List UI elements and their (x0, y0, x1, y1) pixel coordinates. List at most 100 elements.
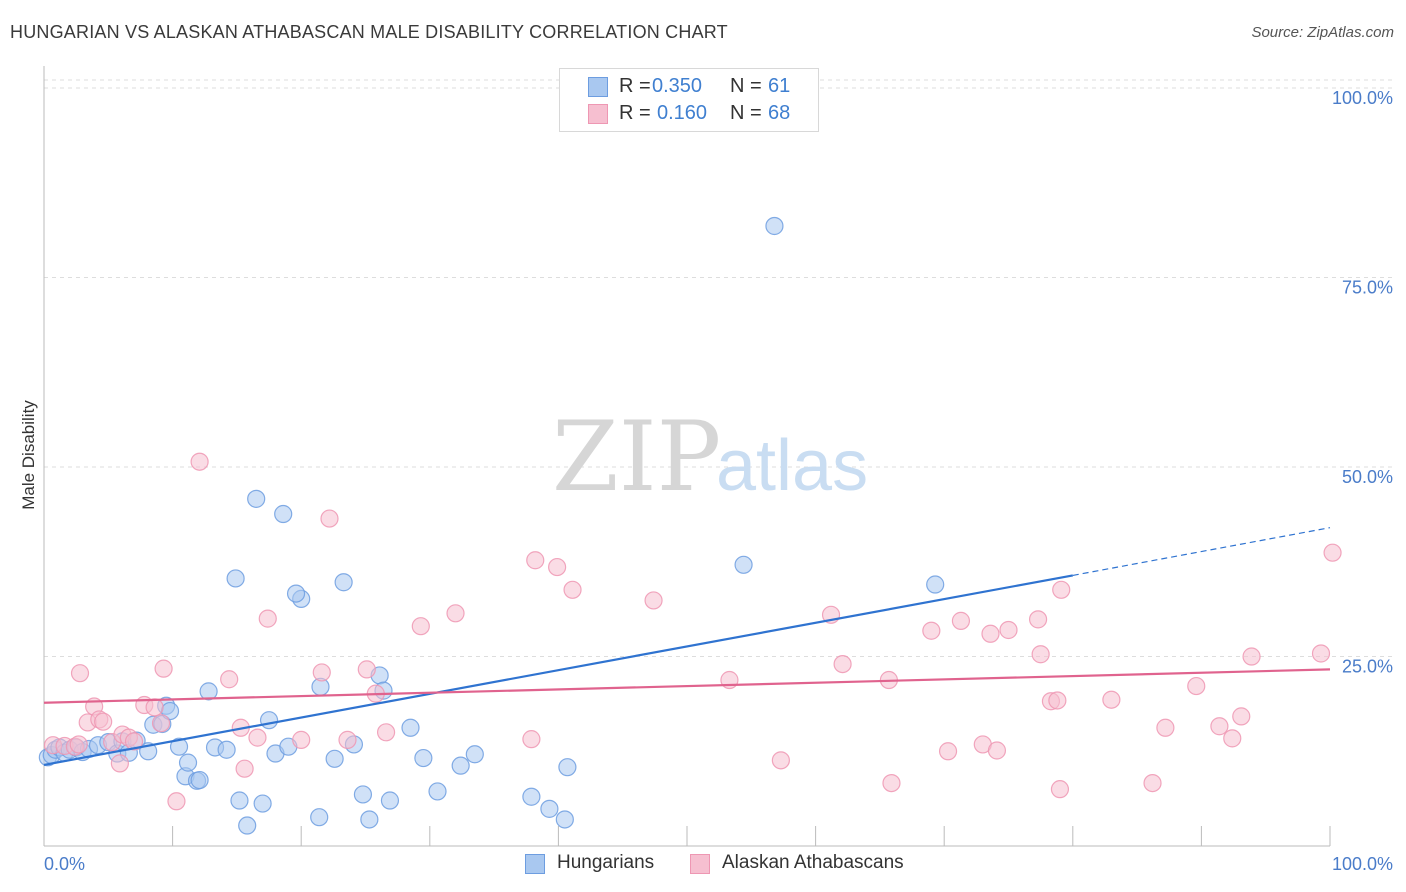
hungarian-point (540, 799, 559, 818)
watermark-atlas: atlas (716, 426, 868, 506)
alaskan-point (771, 751, 790, 770)
hungarian-point (226, 569, 245, 588)
alaskan-point (548, 557, 567, 577)
hungarian-point (199, 682, 218, 701)
alaskan-point (882, 773, 901, 793)
alaskan-point (833, 654, 852, 674)
alaskan-point (1048, 691, 1067, 710)
y-axis-label: Male Disability (19, 400, 38, 510)
alaskan-point (644, 591, 663, 610)
hungarian-point (286, 584, 306, 603)
legend-r-value: 0.160 (657, 102, 708, 124)
alaskan-point (563, 580, 582, 599)
hungarian-point (217, 740, 236, 759)
alaskan-point (248, 728, 267, 747)
alaskan-point (154, 659, 173, 678)
alaskan-point (526, 551, 545, 570)
trend-lines (43, 527, 1331, 766)
legend-r-label: R = (619, 75, 651, 97)
alaskan-point (167, 792, 186, 811)
alaskan-point (1311, 644, 1331, 663)
hungarian-point (190, 770, 209, 790)
alaskan-point (1052, 580, 1071, 599)
hungarian-point (451, 756, 470, 775)
alaskan-point (411, 617, 430, 636)
y-tick-label: 25.0% (1342, 657, 1393, 677)
alaskan-point (94, 712, 113, 731)
hungarian-point (310, 808, 329, 827)
alaskan-point (338, 730, 357, 749)
hungarian-point (238, 816, 257, 835)
legend-swatch-hungarians (588, 77, 608, 97)
alaskan-point (1031, 645, 1050, 664)
legend-n-label: N = (730, 102, 762, 124)
alaskan-point (1210, 717, 1229, 736)
source-label: Source: ZipAtlas.com (1251, 24, 1394, 41)
alaskan-point (1143, 773, 1162, 793)
data-points (38, 216, 1342, 835)
hungarian-point (558, 758, 577, 777)
hungarian-point (178, 753, 198, 772)
alaskan-point (320, 509, 339, 528)
alaskan-point (1156, 718, 1175, 737)
tick-labels: 25.0% 50.0% 75.0% 100.0% 0.0% 100.0% (44, 88, 1393, 874)
alaskan-point (220, 670, 239, 689)
alaskan-point (1050, 780, 1070, 799)
watermark-zip: ZIP (552, 401, 721, 513)
alaskan-point (1323, 543, 1342, 562)
hungarian-point (253, 794, 272, 813)
hungarian-point (734, 555, 753, 574)
legend-n-value: 68 (768, 102, 791, 124)
hungarian-point (522, 787, 541, 806)
alaskan-trend-line (43, 668, 1331, 704)
alaskan-point (312, 663, 331, 682)
hungarian-point (169, 737, 189, 756)
alaskan-point (190, 452, 209, 471)
hungarian-point (259, 711, 279, 730)
alaskan-point (151, 714, 171, 733)
hungarian-point (926, 575, 945, 594)
alaskan-point (1102, 690, 1121, 709)
alaskan-point (999, 620, 1018, 640)
hungarian-point (247, 489, 266, 508)
hungarian-point (274, 504, 293, 524)
hungarian-point (465, 745, 484, 764)
alaskan-point (357, 660, 376, 679)
alaskan-point (145, 698, 164, 717)
alaskan-point (1223, 729, 1242, 748)
alaskan-point (110, 754, 129, 773)
hungarian-point (555, 810, 574, 829)
correlation-legend: R = 0.350 N = 61 R = 0.160 N = 68 (559, 68, 819, 132)
legend-swatch-alaskan (588, 104, 608, 124)
hungarian-point (380, 791, 400, 810)
hungarian-trend-line (43, 574, 1073, 766)
alaskan-point (69, 735, 88, 754)
hungarian-point (401, 718, 420, 737)
alaskan-point (951, 611, 971, 630)
legend-n-value: 61 (768, 75, 791, 97)
alaskan-point (1242, 647, 1261, 666)
alaskan-point (235, 759, 254, 778)
alaskan-point (70, 664, 90, 683)
alaskan-point (1028, 610, 1048, 629)
hungarian-point (334, 573, 353, 592)
y-tick-label: 75.0% (1342, 278, 1393, 298)
x-tick-label: 0.0% (44, 854, 85, 874)
alaskan-point (1187, 676, 1206, 696)
y-tick-label: 100.0% (1332, 88, 1393, 108)
hungarian-point (360, 810, 379, 829)
alaskan-point (1232, 707, 1251, 726)
y-tick-label: 50.0% (1342, 467, 1393, 487)
alaskan-point (922, 621, 941, 640)
hungarian-point (230, 791, 249, 810)
legend-swatch-alaskan (690, 854, 710, 874)
grid-lines (44, 79, 1392, 658)
alaskan-point (981, 624, 1000, 643)
hungarian-point (765, 216, 784, 236)
hungarian-point (353, 785, 373, 804)
alaskan-point (258, 609, 277, 628)
alaskan-point (522, 730, 541, 749)
hungarian-trend-extension (1072, 527, 1331, 576)
axes (43, 66, 1331, 847)
